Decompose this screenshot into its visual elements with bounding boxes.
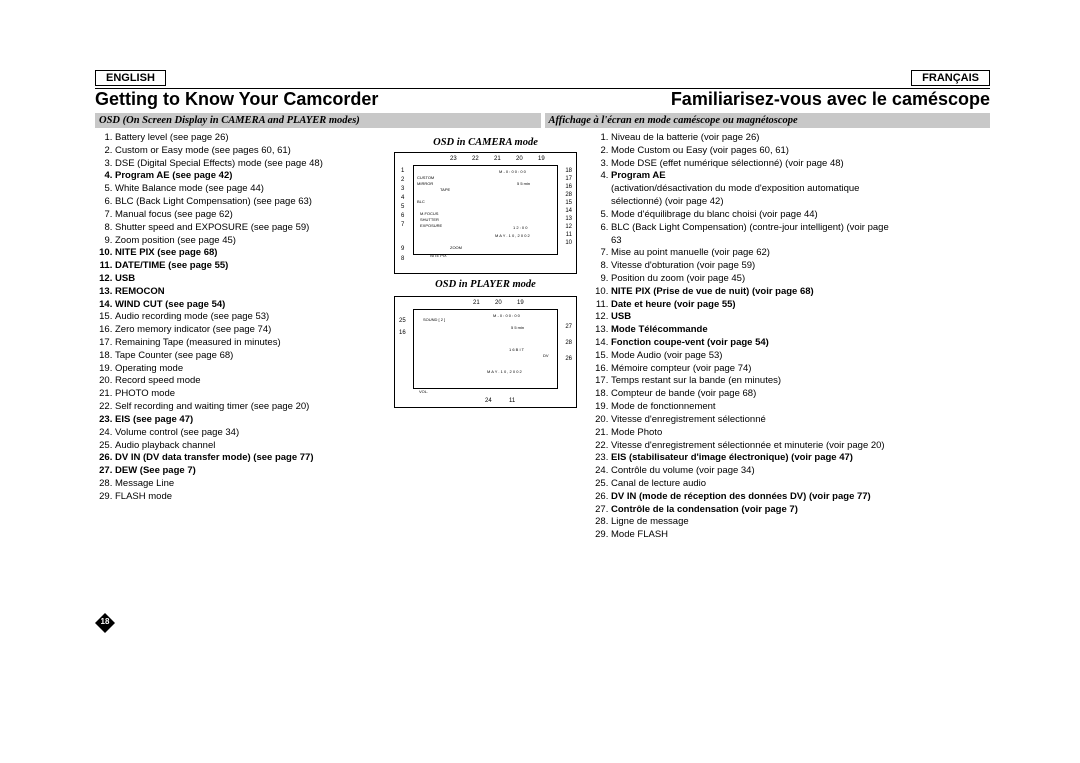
list-item: PHOTO mode <box>115 388 380 401</box>
list-item: Mode Photo <box>611 427 896 440</box>
list-item: Self recording and waiting timer (see pa… <box>115 401 380 414</box>
page-number-badge: 18 <box>95 613 115 633</box>
list-item: Vitesse d'enregistrement sélectionnée et… <box>611 440 896 453</box>
list-item: Zoom position (see page 45) <box>115 235 380 248</box>
list-item: Program AE (see page 42) <box>115 170 380 183</box>
list-item: NITE PIX (Prise de vue de nuit) (voir pa… <box>611 286 896 299</box>
list-item: Volume control (see page 34) <box>115 427 380 440</box>
list-item: Fonction coupe-vent (voir page 54) <box>611 337 896 350</box>
camera-diagram: 232221201912345671817162815141312111098C… <box>394 152 577 274</box>
manual-page: ENGLISH FRANÇAIS Getting to Know Your Ca… <box>0 0 1080 763</box>
french-column: Niveau de la batterie (voir page 26)Mode… <box>591 132 896 542</box>
list-item: DSE (Digital Special Effects) mode (see … <box>115 158 380 171</box>
player-mode-title: OSD in PLAYER mode <box>388 278 583 292</box>
title-english: Getting to Know Your Camcorder <box>95 89 378 110</box>
diagrams-column: OSD in CAMERA mode 232221201912345671817… <box>388 132 583 542</box>
list-item: Operating mode <box>115 363 380 376</box>
list-item: Vitesse d'obturation (voir page 59) <box>611 260 896 273</box>
list-item: Contrôle du volume (voir page 34) <box>611 465 896 478</box>
list-item: DV IN (DV data transfer mode) (see page … <box>115 452 380 465</box>
list-item: USB <box>115 273 380 286</box>
list-item: Audio recording mode (see page 53) <box>115 311 380 324</box>
list-item: Mode de fonctionnement <box>611 401 896 414</box>
list-item: Canal de lecture audio <box>611 478 896 491</box>
list-item: DATE/TIME (see page 55) <box>115 260 380 273</box>
list-item: Tape Counter (see page 68) <box>115 350 380 363</box>
content-columns: Battery level (see page 26)Custom or Eas… <box>95 132 990 542</box>
english-list: Battery level (see page 26)Custom or Eas… <box>95 132 380 504</box>
language-row: ENGLISH FRANÇAIS <box>95 70 990 86</box>
list-item: Vitesse d'enregistrement sélectionné <box>611 414 896 427</box>
list-item: Custom or Easy mode (see pages 60, 61) <box>115 145 380 158</box>
list-item: White Balance mode (see page 44) <box>115 183 380 196</box>
list-item: WIND CUT (see page 54) <box>115 299 380 312</box>
list-item: NITE PIX (see page 68) <box>115 247 380 260</box>
subtitle-french: Affichage à l'écran en mode caméscope ou… <box>545 113 991 128</box>
player-diagram: 21201925162728262411SOUND [ 2 ]M - 0 : 0… <box>394 296 577 408</box>
lang-english: ENGLISH <box>95 70 166 86</box>
list-item: EIS (stabilisateur d'image électronique)… <box>611 452 896 465</box>
list-item: Manual focus (see page 62) <box>115 209 380 222</box>
list-item: Mode Télécommande <box>611 324 896 337</box>
subtitle-english: OSD (On Screen Display in CAMERA and PLA… <box>95 113 541 128</box>
list-item: Mode Audio (voir page 53) <box>611 350 896 363</box>
list-item: BLC (Back Light Compensation) (see page … <box>115 196 380 209</box>
subtitles-row: OSD (On Screen Display in CAMERA and PLA… <box>95 113 990 128</box>
list-item: Mode Custom ou Easy (voir pages 60, 61) <box>611 145 896 158</box>
list-item: USB <box>611 311 896 324</box>
list-item: Shutter speed and EXPOSURE (see page 59) <box>115 222 380 235</box>
list-item: Record speed mode <box>115 375 380 388</box>
list-item: Contrôle de la condensation (voir page 7… <box>611 504 896 517</box>
list-item: EIS (see page 47) <box>115 414 380 427</box>
camera-mode-title: OSD in CAMERA mode <box>388 136 583 150</box>
list-item: Ligne de message <box>611 516 896 529</box>
list-item: Mode d'équilibrage du blanc choisi (voir… <box>611 209 896 222</box>
list-item: Battery level (see page 26) <box>115 132 380 145</box>
list-item: Mode FLASH <box>611 529 896 542</box>
list-item: Zero memory indicator (see page 74) <box>115 324 380 337</box>
titles-row: Getting to Know Your Camcorder Familiari… <box>95 89 990 110</box>
page-number: 18 <box>95 617 115 626</box>
list-item: Date et heure (voir page 55) <box>611 299 896 312</box>
list-item: FLASH mode <box>115 491 380 504</box>
list-item: Mode DSE (effet numérique sélectionné) (… <box>611 158 896 171</box>
english-column: Battery level (see page 26)Custom or Eas… <box>95 132 380 542</box>
french-list: Niveau de la batterie (voir page 26)Mode… <box>591 132 896 542</box>
list-item: Temps restant sur la bande (en minutes) <box>611 375 896 388</box>
list-item: Niveau de la batterie (voir page 26) <box>611 132 896 145</box>
list-item: Remaining Tape (measured in minutes) <box>115 337 380 350</box>
lang-francais: FRANÇAIS <box>911 70 990 86</box>
list-item: Compteur de bande (voir page 68) <box>611 388 896 401</box>
list-item: DV IN (mode de réception des données DV)… <box>611 491 896 504</box>
list-item: DEW (See page 7) <box>115 465 380 478</box>
list-item: Position du zoom (voir page 45) <box>611 273 896 286</box>
list-item: REMOCON <box>115 286 380 299</box>
list-item: BLC (Back Light Compensation) (contre-jo… <box>611 222 896 248</box>
list-item: Audio playback channel <box>115 440 380 453</box>
list-item: Mémoire compteur (voir page 74) <box>611 363 896 376</box>
list-item: Message Line <box>115 478 380 491</box>
list-item: Program AE(activation/désactivation du m… <box>611 170 896 208</box>
list-item: Mise au point manuelle (voir page 62) <box>611 247 896 260</box>
title-french: Familiarisez-vous avec le caméscope <box>671 89 990 110</box>
